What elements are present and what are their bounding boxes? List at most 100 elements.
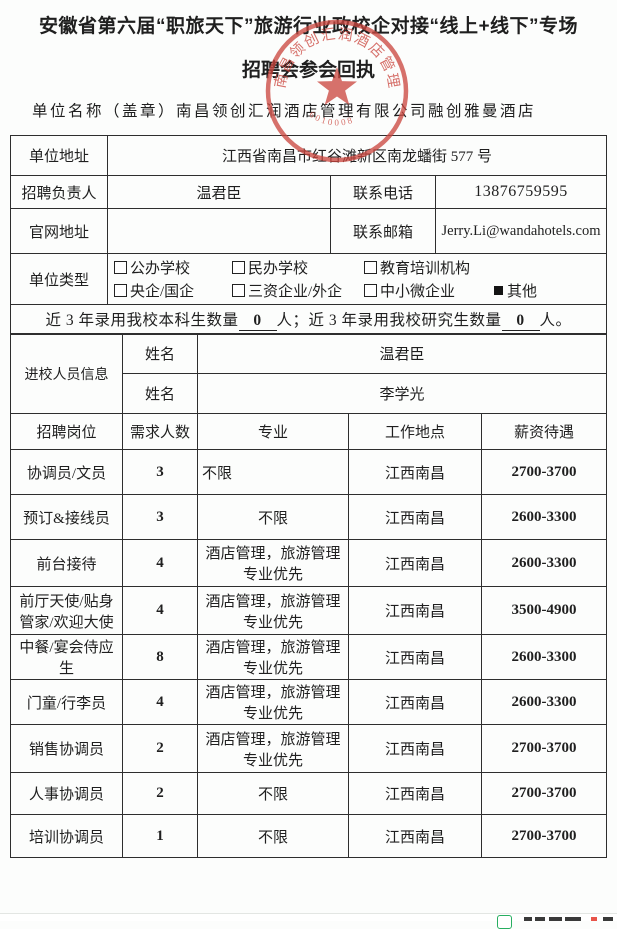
job-salary: 2600-3300 bbox=[480, 539, 608, 588]
job-major: 不限 bbox=[197, 814, 349, 859]
document-header: 安徽省第六届“职旅天下”旅游行业政校企对接“线上+线下”专场 招聘会参会回执 bbox=[0, 11, 617, 82]
job-major: 酒店管理，旅游管理专业优先 bbox=[197, 539, 349, 588]
email-value: Jerry.Li@wandahotels.com bbox=[434, 208, 608, 254]
job-position: 培训协调员 bbox=[10, 814, 123, 859]
visitor-name: 李学光 bbox=[196, 373, 608, 415]
header-position: 招聘岗位 bbox=[10, 413, 123, 451]
job-count: 8 bbox=[122, 634, 198, 681]
header-location: 工作地点 bbox=[348, 413, 482, 451]
checkbox-icon bbox=[364, 261, 377, 274]
job-location: 江西南昌 bbox=[348, 772, 482, 816]
job-salary: 2600-3300 bbox=[480, 634, 608, 681]
header-salary: 薪资待遇 bbox=[480, 413, 608, 451]
table-row: 单位地址 江西省南昌市红谷滩新区南龙蟠街 577 号 bbox=[10, 135, 608, 176]
cropped-text-fragment bbox=[565, 917, 581, 921]
job-row: 预订&接线员 3 不限 江西南昌 2600-3300 bbox=[10, 494, 608, 541]
document-title-line1: 安徽省第六届“职旅天下”旅游行业政校企对接“线上+线下”专场 bbox=[38, 16, 579, 37]
checkbox-label: 教育培训机构 bbox=[380, 261, 471, 277]
table-row: 进校人员信息 姓名 温君臣 bbox=[10, 333, 608, 415]
checkbox-training-org: 教育培训机构 bbox=[364, 257, 470, 278]
job-count: 1 bbox=[122, 814, 198, 859]
job-count: 3 bbox=[122, 449, 198, 496]
job-row: 门童/行李员 4 酒店管理，旅游管理专业优先 江西南昌 2600-3300 bbox=[10, 679, 608, 726]
job-salary: 2700-3700 bbox=[480, 814, 608, 859]
checkbox-icon bbox=[232, 284, 245, 297]
job-major: 不限 bbox=[197, 772, 349, 816]
job-count: 3 bbox=[122, 494, 198, 541]
checkbox-foreign-enterprise: 三资企业/外企 bbox=[232, 280, 364, 301]
checkbox-sme: 中小微企业 bbox=[364, 280, 492, 301]
job-position: 协调员/文员 bbox=[10, 449, 123, 496]
job-major: 不限 bbox=[197, 449, 349, 496]
jobs-header-row: 招聘岗位 需求人数 专业 工作地点 薪资待遇 bbox=[10, 413, 608, 451]
visitor-field: 姓名 bbox=[122, 333, 198, 375]
job-location: 江西南昌 bbox=[348, 814, 482, 859]
unit-type-label: 单位类型 bbox=[10, 253, 108, 305]
address-label: 单位地址 bbox=[10, 135, 108, 176]
hiring-stats-row: 近 3 年录用我校本科生数量 0 人；近 3 年录用我校研究生数量 0 人。 bbox=[9, 304, 608, 335]
stats-text: 近 3 年录用我校本科生数量 bbox=[45, 312, 239, 330]
job-location: 江西南昌 bbox=[348, 494, 482, 541]
job-location: 江西南昌 bbox=[348, 724, 482, 774]
checkbox-label: 其他 bbox=[507, 284, 538, 300]
job-row: 销售协调员 2 酒店管理，旅游管理专业优先 江西南昌 2700-3700 bbox=[10, 724, 608, 774]
table-row: 招聘负责人 温君臣 联系电话 13876759595 bbox=[10, 175, 608, 209]
job-salary: 2700-3700 bbox=[480, 772, 608, 816]
table-row: 官网地址 联系邮箱 Jerry.Li@wandahotels.com bbox=[10, 208, 608, 254]
job-count: 2 bbox=[122, 724, 198, 774]
job-salary: 2600-3300 bbox=[480, 679, 608, 726]
checkbox-label: 民办学校 bbox=[248, 261, 309, 277]
table-row: 近 3 年录用我校本科生数量 0 人；近 3 年录用我校研究生数量 0 人。 bbox=[9, 304, 608, 335]
recruiter-label: 招聘负责人 bbox=[10, 175, 108, 209]
cropped-text-fragment bbox=[524, 917, 532, 921]
jobs-table: 进校人员信息 姓名 温君臣 姓名 李学光 招聘岗位 需求人数 专业 工作地点 薪… bbox=[10, 333, 608, 859]
graduate-count: 0 bbox=[501, 312, 540, 331]
job-location: 江西南昌 bbox=[348, 634, 482, 681]
job-salary: 2700-3700 bbox=[480, 724, 608, 774]
header-count: 需求人数 bbox=[122, 413, 198, 451]
job-major: 酒店管理，旅游管理专业优先 bbox=[197, 724, 349, 774]
table-row: 姓名 李学光 bbox=[11, 373, 608, 415]
checkbox-icon bbox=[114, 261, 127, 274]
cropped-text-fragment bbox=[549, 917, 562, 921]
document-title-line2: 招聘会参会回执 bbox=[241, 60, 375, 81]
job-position: 门童/行李员 bbox=[10, 679, 123, 726]
job-count: 2 bbox=[122, 772, 198, 816]
job-position: 人事协调员 bbox=[10, 772, 123, 816]
job-row: 前厅天使/贴身管家/欢迎大使 4 酒店管理，旅游管理专业优先 江西南昌 3500… bbox=[10, 586, 608, 636]
job-row: 中餐/宴会侍应生 8 酒店管理，旅游管理专业优先 江西南昌 2600-3300 bbox=[10, 634, 608, 681]
checkbox-label: 中小微企业 bbox=[380, 284, 456, 300]
checkbox-icon bbox=[114, 284, 127, 297]
job-row: 人事协调员 2 不限 江西南昌 2700-3700 bbox=[10, 772, 608, 816]
undergrad-count: 0 bbox=[238, 312, 277, 331]
checkbox-icon bbox=[364, 284, 377, 297]
screenshot-tool-icon[interactable] bbox=[497, 915, 512, 929]
cropped-text-fragment bbox=[603, 917, 613, 921]
job-major: 酒店管理，旅游管理专业优先 bbox=[197, 634, 349, 681]
checkbox-state-enterprise: 央企/国企 bbox=[114, 280, 232, 301]
visitor-field: 姓名 bbox=[122, 373, 198, 415]
phone-label: 联系电话 bbox=[330, 175, 436, 209]
header-major: 专业 bbox=[197, 413, 349, 451]
visitor-name: 温君臣 bbox=[196, 333, 608, 375]
cropped-text-fragment bbox=[535, 917, 545, 921]
job-row: 前台接待 4 酒店管理，旅游管理专业优先 江西南昌 2600-3300 bbox=[10, 539, 608, 588]
unit-info-table: 单位地址 江西省南昌市红谷滩新区南龙蟠街 577 号 招聘负责人 温君臣 联系电… bbox=[9, 135, 608, 335]
visitors-label: 进校人员信息 bbox=[10, 333, 123, 415]
cropped-red-fragment bbox=[591, 917, 597, 921]
checkbox-public-school: 公办学校 bbox=[114, 257, 232, 278]
checkbox-label: 央企/国企 bbox=[130, 284, 195, 300]
job-count: 4 bbox=[122, 539, 198, 588]
unit-type-options: 公办学校 民办学校 教育培训机构 央企/国企 三资企业/外企 中小微企业 其他 bbox=[106, 253, 608, 305]
job-major: 酒店管理，旅游管理专业优先 bbox=[197, 586, 349, 636]
checkbox-private-school: 民办学校 bbox=[232, 257, 364, 278]
job-location: 江西南昌 bbox=[348, 539, 482, 588]
job-salary: 2600-3300 bbox=[480, 494, 608, 541]
job-location: 江西南昌 bbox=[348, 449, 482, 496]
job-major: 不限 bbox=[197, 494, 349, 541]
website-value bbox=[107, 208, 331, 254]
job-location: 江西南昌 bbox=[348, 586, 482, 636]
job-salary: 2700-3700 bbox=[480, 449, 608, 496]
job-position: 预订&接线员 bbox=[10, 494, 123, 541]
website-label: 官网地址 bbox=[10, 208, 108, 254]
